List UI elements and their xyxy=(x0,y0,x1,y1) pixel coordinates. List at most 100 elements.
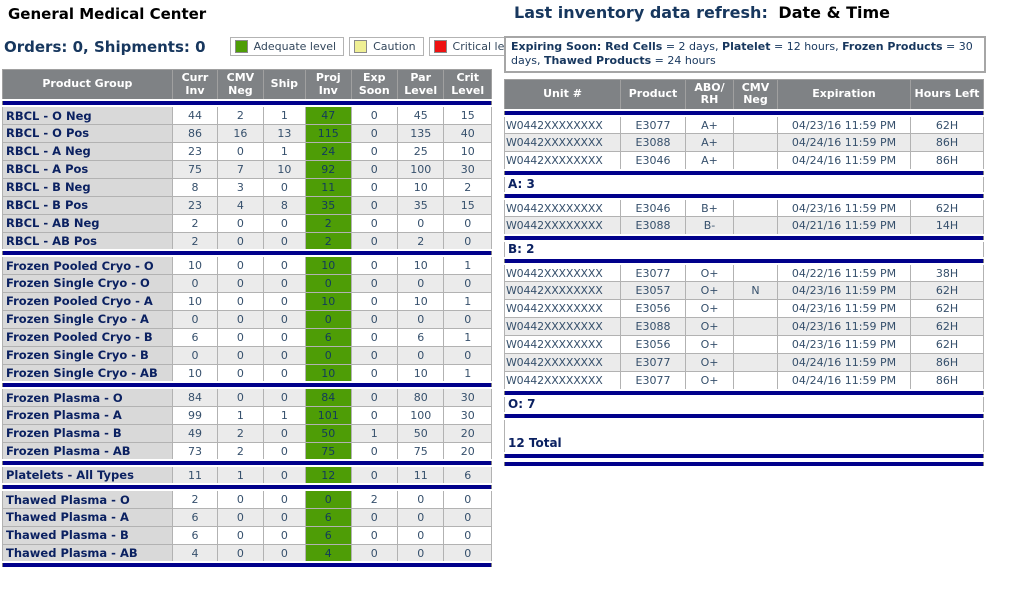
cell-value: 04/23/16 11:59 PM xyxy=(777,317,911,337)
cell-proj-inv: 101 xyxy=(305,405,352,425)
cell-value: 0 xyxy=(443,213,492,233)
cell-value: 0 xyxy=(443,273,492,293)
cell-value: 62H xyxy=(910,299,984,319)
cell-value: 1 xyxy=(350,423,398,443)
cell-value: E3056 xyxy=(620,335,686,355)
section-divider-bar xyxy=(2,249,492,258)
total-row: 12 Total xyxy=(504,418,984,454)
cell-value: 1 xyxy=(262,141,307,161)
cell-value: 0 xyxy=(350,387,398,407)
cell-value: 86H xyxy=(910,151,984,171)
cell-value: 15 xyxy=(443,105,492,125)
cell-unit-number: W0442XXXXXXXX xyxy=(504,133,621,153)
cell-value: 0 xyxy=(396,507,445,527)
cell-proj-inv: 12 xyxy=(305,465,352,485)
orders-summary: Orders: 0, Shipments: 0 xyxy=(4,37,206,56)
legend-label: Caution xyxy=(373,40,416,53)
cell-value: 0 xyxy=(262,423,307,443)
header-row: Unit # Product ABO/ RH CMV Neg Expiration Hou… xyxy=(504,78,984,111)
inventory-row: RBCL - A Pos 75 7 10 92 0 100 30 xyxy=(2,159,492,179)
cell-value: 1 xyxy=(443,255,492,275)
cell-value: O+ xyxy=(685,281,734,301)
legend-item-critical: Critical level xyxy=(428,37,529,56)
cell-value: 0 xyxy=(217,543,264,563)
inventory-table: Product Group Curr Inv CMV Neg Ship Proj Inv… xyxy=(2,69,492,570)
cell-proj-inv: 2 xyxy=(305,213,352,233)
column-header: Par Level xyxy=(396,69,445,101)
cell-value: 0 xyxy=(350,309,398,329)
column-header: Curr Inv xyxy=(171,69,219,101)
cell-value: 8 xyxy=(171,177,219,197)
cell-value: 0 xyxy=(262,441,307,461)
cell-product-group: Frozen Single Cryo - AB xyxy=(2,363,173,383)
legend-label: Adequate level xyxy=(253,40,337,53)
cell-value: 23 xyxy=(171,195,219,215)
cell-value: E3077 xyxy=(620,263,686,283)
cell-value: 38H xyxy=(910,263,984,283)
column-header: ABO/ RH xyxy=(685,78,734,111)
cell-proj-inv: 0 xyxy=(305,309,352,329)
section-divider-bar xyxy=(504,256,984,265)
cell-value: 0 xyxy=(217,291,264,311)
cell-value: 10 xyxy=(396,177,445,197)
expiring-note-segment: Expiring Soon: Red Cells xyxy=(511,40,663,53)
cell-value: 86 xyxy=(171,123,219,143)
cell-value: 04/24/16 11:59 PM xyxy=(777,133,911,153)
left-panel: General Medical Center Orders: 0, Shipme… xyxy=(2,0,529,570)
cell-value: 04/24/16 11:59 PM xyxy=(777,353,911,373)
cell-value: N xyxy=(733,281,778,301)
section-divider-bar xyxy=(504,459,984,468)
cell-value: 1 xyxy=(217,405,264,425)
cell-proj-inv: 92 xyxy=(305,159,352,179)
section-divider-bar xyxy=(504,388,984,397)
legend-label: Critical level xyxy=(452,40,521,53)
section-divider-bar xyxy=(504,191,984,200)
cell-value: 0 xyxy=(443,345,492,365)
cell-value xyxy=(733,335,778,355)
cell-value: 04/21/16 11:59 PM xyxy=(777,216,911,236)
cell-value: E3046 xyxy=(620,151,686,171)
section-divider-bar xyxy=(504,108,984,117)
inventory-row: RBCL - AB Pos 2 0 0 2 0 2 0 xyxy=(2,231,492,251)
column-header: Ship xyxy=(262,69,307,101)
adequate-level-swatch-icon xyxy=(234,40,248,53)
cell-proj-inv: 6 xyxy=(305,327,352,347)
cell-value: 04/24/16 11:59 PM xyxy=(777,371,911,391)
cell-value: 2 xyxy=(217,105,264,125)
cell-unit-number: W0442XXXXXXXX xyxy=(504,115,621,135)
section-divider-bar xyxy=(2,99,492,108)
cell-proj-inv: 10 xyxy=(305,363,352,383)
cell-value: 1 xyxy=(443,327,492,347)
cell-value: 0 xyxy=(171,273,219,293)
cell-unit-number: W0442XXXXXXXX xyxy=(504,317,621,337)
unit-row: W0442XXXXXXXX E3088 A+ 04/24/16 11:59 PM 86H xyxy=(504,133,984,153)
cell-value: O+ xyxy=(685,335,734,355)
cell-value: 73 xyxy=(171,441,219,461)
cell-value: 0 xyxy=(262,213,307,233)
section-divider-bar xyxy=(2,483,492,492)
cell-value: 2 xyxy=(396,231,445,251)
cell-value: 100 xyxy=(396,159,445,179)
cell-value: 04/24/16 11:59 PM xyxy=(777,151,911,171)
cell-value xyxy=(733,263,778,283)
cell-value: A+ xyxy=(685,133,734,153)
cell-value: 30 xyxy=(443,387,492,407)
cell-value: 10 xyxy=(443,141,492,161)
facility-title: General Medical Center xyxy=(8,5,207,23)
cell-value: A+ xyxy=(685,151,734,171)
header-row: Product Group Curr Inv CMV Neg Ship Proj Inv… xyxy=(2,69,492,101)
cell-value: 10 xyxy=(171,363,219,383)
cell-product-group: RBCL - B Neg xyxy=(2,177,173,197)
cell-proj-inv: 4 xyxy=(305,543,352,563)
cell-unit-number: W0442XXXXXXXX xyxy=(504,299,621,319)
cell-value: 0 xyxy=(443,507,492,527)
cell-value: A+ xyxy=(685,115,734,135)
section-divider-bar xyxy=(2,381,492,390)
cell-product-group: RBCL - B Pos xyxy=(2,195,173,215)
cell-value: 0 xyxy=(262,177,307,197)
cell-value: 10 xyxy=(396,363,445,383)
cell-value: 04/23/16 11:59 PM xyxy=(777,115,911,135)
cell-value: 0 xyxy=(217,255,264,275)
